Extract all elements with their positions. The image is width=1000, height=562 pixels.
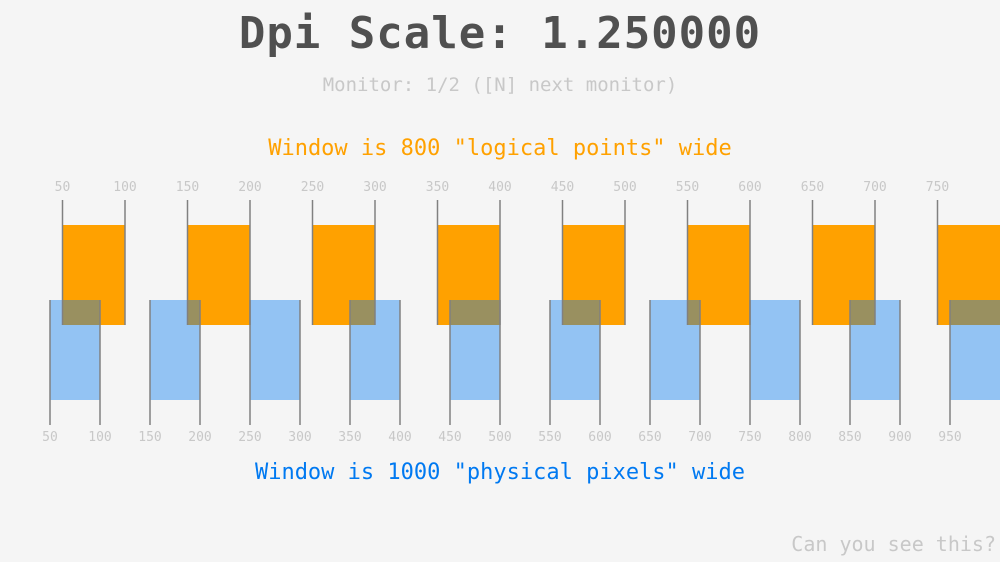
tick-label: 600: [738, 180, 761, 195]
tick-label: 650: [801, 180, 824, 195]
tick-label: 500: [488, 430, 511, 445]
tick-label: 200: [238, 180, 261, 195]
tick-label: 700: [688, 430, 711, 445]
physical-box: [150, 300, 200, 400]
tick-label: 400: [488, 180, 511, 195]
tick-label: 300: [288, 430, 311, 445]
physical-box: [550, 300, 600, 400]
tick-label: 450: [438, 430, 461, 445]
physical-box: [650, 300, 700, 400]
tick-label: 600: [588, 430, 611, 445]
tick-label: 50: [55, 180, 71, 195]
logical-box: [687, 225, 750, 325]
physical-box: [250, 300, 300, 400]
logical-box: [312, 225, 375, 325]
tick-label: 350: [426, 180, 449, 195]
tick-label: 750: [738, 430, 761, 445]
tick-label: 650: [638, 430, 661, 445]
tick-label: 950: [938, 430, 961, 445]
logical-width-text: Window is 800 "logical points" wide: [268, 136, 732, 161]
tick-label: 100: [113, 180, 136, 195]
physical-box: [950, 300, 1000, 400]
tick-label: 450: [551, 180, 574, 195]
logical-box: [187, 225, 250, 325]
dpi-scale-title: Dpi Scale: 1.250000: [238, 8, 762, 59]
physical-box: [50, 300, 100, 400]
physical-width-text: Window is 1000 "physical pixels" wide: [254, 460, 746, 485]
monitor-info: Monitor: 1/2 ([N] next monitor): [322, 74, 678, 96]
tick-label: 100: [88, 430, 111, 445]
tick-label: 550: [676, 180, 699, 195]
tick-label: 500: [613, 180, 636, 195]
tick-label: 150: [138, 430, 161, 445]
logical-box: [562, 225, 625, 325]
physical-box: [750, 300, 800, 400]
tick-label: 200: [188, 430, 211, 445]
tick-label: 300: [363, 180, 386, 195]
tick-label: 350: [338, 430, 361, 445]
physical-box: [450, 300, 500, 400]
tick-label: 750: [926, 180, 949, 195]
tick-label: 250: [301, 180, 324, 195]
tick-label: 50: [42, 430, 58, 445]
logical-box: [437, 225, 500, 325]
tick-label: 800: [788, 430, 811, 445]
tick-label: 550: [538, 430, 561, 445]
tick-label: 400: [388, 430, 411, 445]
tick-label: 900: [888, 430, 911, 445]
tick-label: 150: [176, 180, 199, 195]
corner-text: Can you see this?: [791, 532, 996, 556]
logical-box: [812, 225, 875, 325]
tick-label: 250: [238, 430, 261, 445]
logical-box: [937, 225, 1000, 325]
logical-box: [62, 225, 125, 325]
tick-label: 700: [863, 180, 886, 195]
tick-label: 850: [838, 430, 861, 445]
